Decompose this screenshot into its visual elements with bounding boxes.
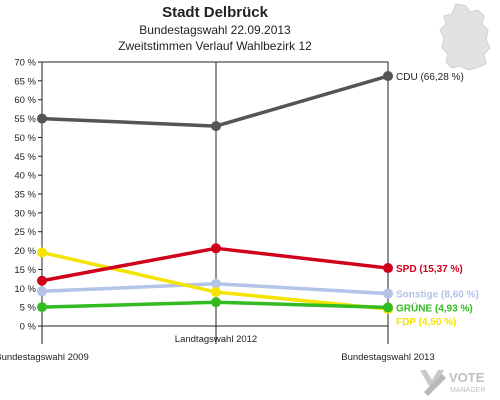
data-point-grüne [383, 302, 393, 313]
y-tick-label: 65 % [14, 76, 36, 87]
y-tick-label: 10 % [14, 284, 36, 295]
data-point-cdu [211, 121, 221, 132]
x-tick-label: Bundestagswahl 2009 [0, 352, 89, 363]
end-label-spd: SPD (15,37 %) [396, 264, 463, 275]
y-tick-label: 40 % [14, 171, 36, 182]
y-tick-label: 5 % [20, 303, 37, 314]
germany-map-icon [439, 3, 491, 71]
chart-title: Stadt Delbrück [162, 4, 268, 21]
chart-subtitle-district: Zweitstimmen Verlauf Wahlbezirk 12 [118, 39, 312, 53]
vote-manager-logo: VOTE MANAGER [420, 370, 485, 396]
y-tick-label: 60 % [14, 95, 36, 106]
y-tick-label: 50 % [14, 133, 36, 144]
y-tick-label: 0 % [20, 322, 37, 333]
y-tick-label: 25 % [14, 227, 36, 238]
y-tick-label: 55 % [14, 114, 36, 125]
data-point-spd [211, 243, 221, 254]
y-tick-label: 70 % [14, 58, 36, 69]
series-line-cdu [41, 74, 389, 128]
logo-text-vote: VOTE [449, 370, 485, 385]
data-point-sonstige [37, 286, 47, 297]
chart-header: Stadt Delbrück Bundestagswahl 22.09.2013… [0, 0, 430, 53]
data-point-cdu [37, 113, 47, 124]
end-label-grüne: GRÜNE (4,93 %) [396, 301, 473, 314]
y-tick-label: 30 % [14, 208, 36, 219]
x-tick-label: Bundestagswahl 2013 [341, 352, 435, 363]
data-point-grüne [37, 302, 47, 313]
data-point-spd [37, 275, 47, 286]
logo-text-manager: MANAGER [450, 387, 485, 394]
y-tick-label: 45 % [14, 152, 36, 163]
data-point-fdp [37, 247, 47, 258]
x-tick-label: Landtagswahl 2012 [175, 334, 257, 345]
chart-subtitle-election: Bundestagswahl 22.09.2013 [139, 23, 291, 37]
end-label-cdu: CDU (66,28 %) [396, 72, 464, 83]
data-point-fdp [211, 287, 221, 298]
data-point-spd [383, 263, 393, 274]
data-point-cdu [383, 71, 393, 82]
end-label-fdp: FDP (4,50 %) [396, 317, 456, 328]
y-tick-label: 20 % [14, 246, 36, 257]
y-tick-label: 15 % [14, 265, 36, 276]
data-point-sonstige [383, 288, 393, 299]
data-point-grüne [211, 297, 221, 308]
end-label-sonstige: Sonstige (8,60 %) [396, 290, 479, 301]
y-tick-label: 35 % [14, 190, 36, 201]
data-point-sonstige [211, 278, 221, 289]
